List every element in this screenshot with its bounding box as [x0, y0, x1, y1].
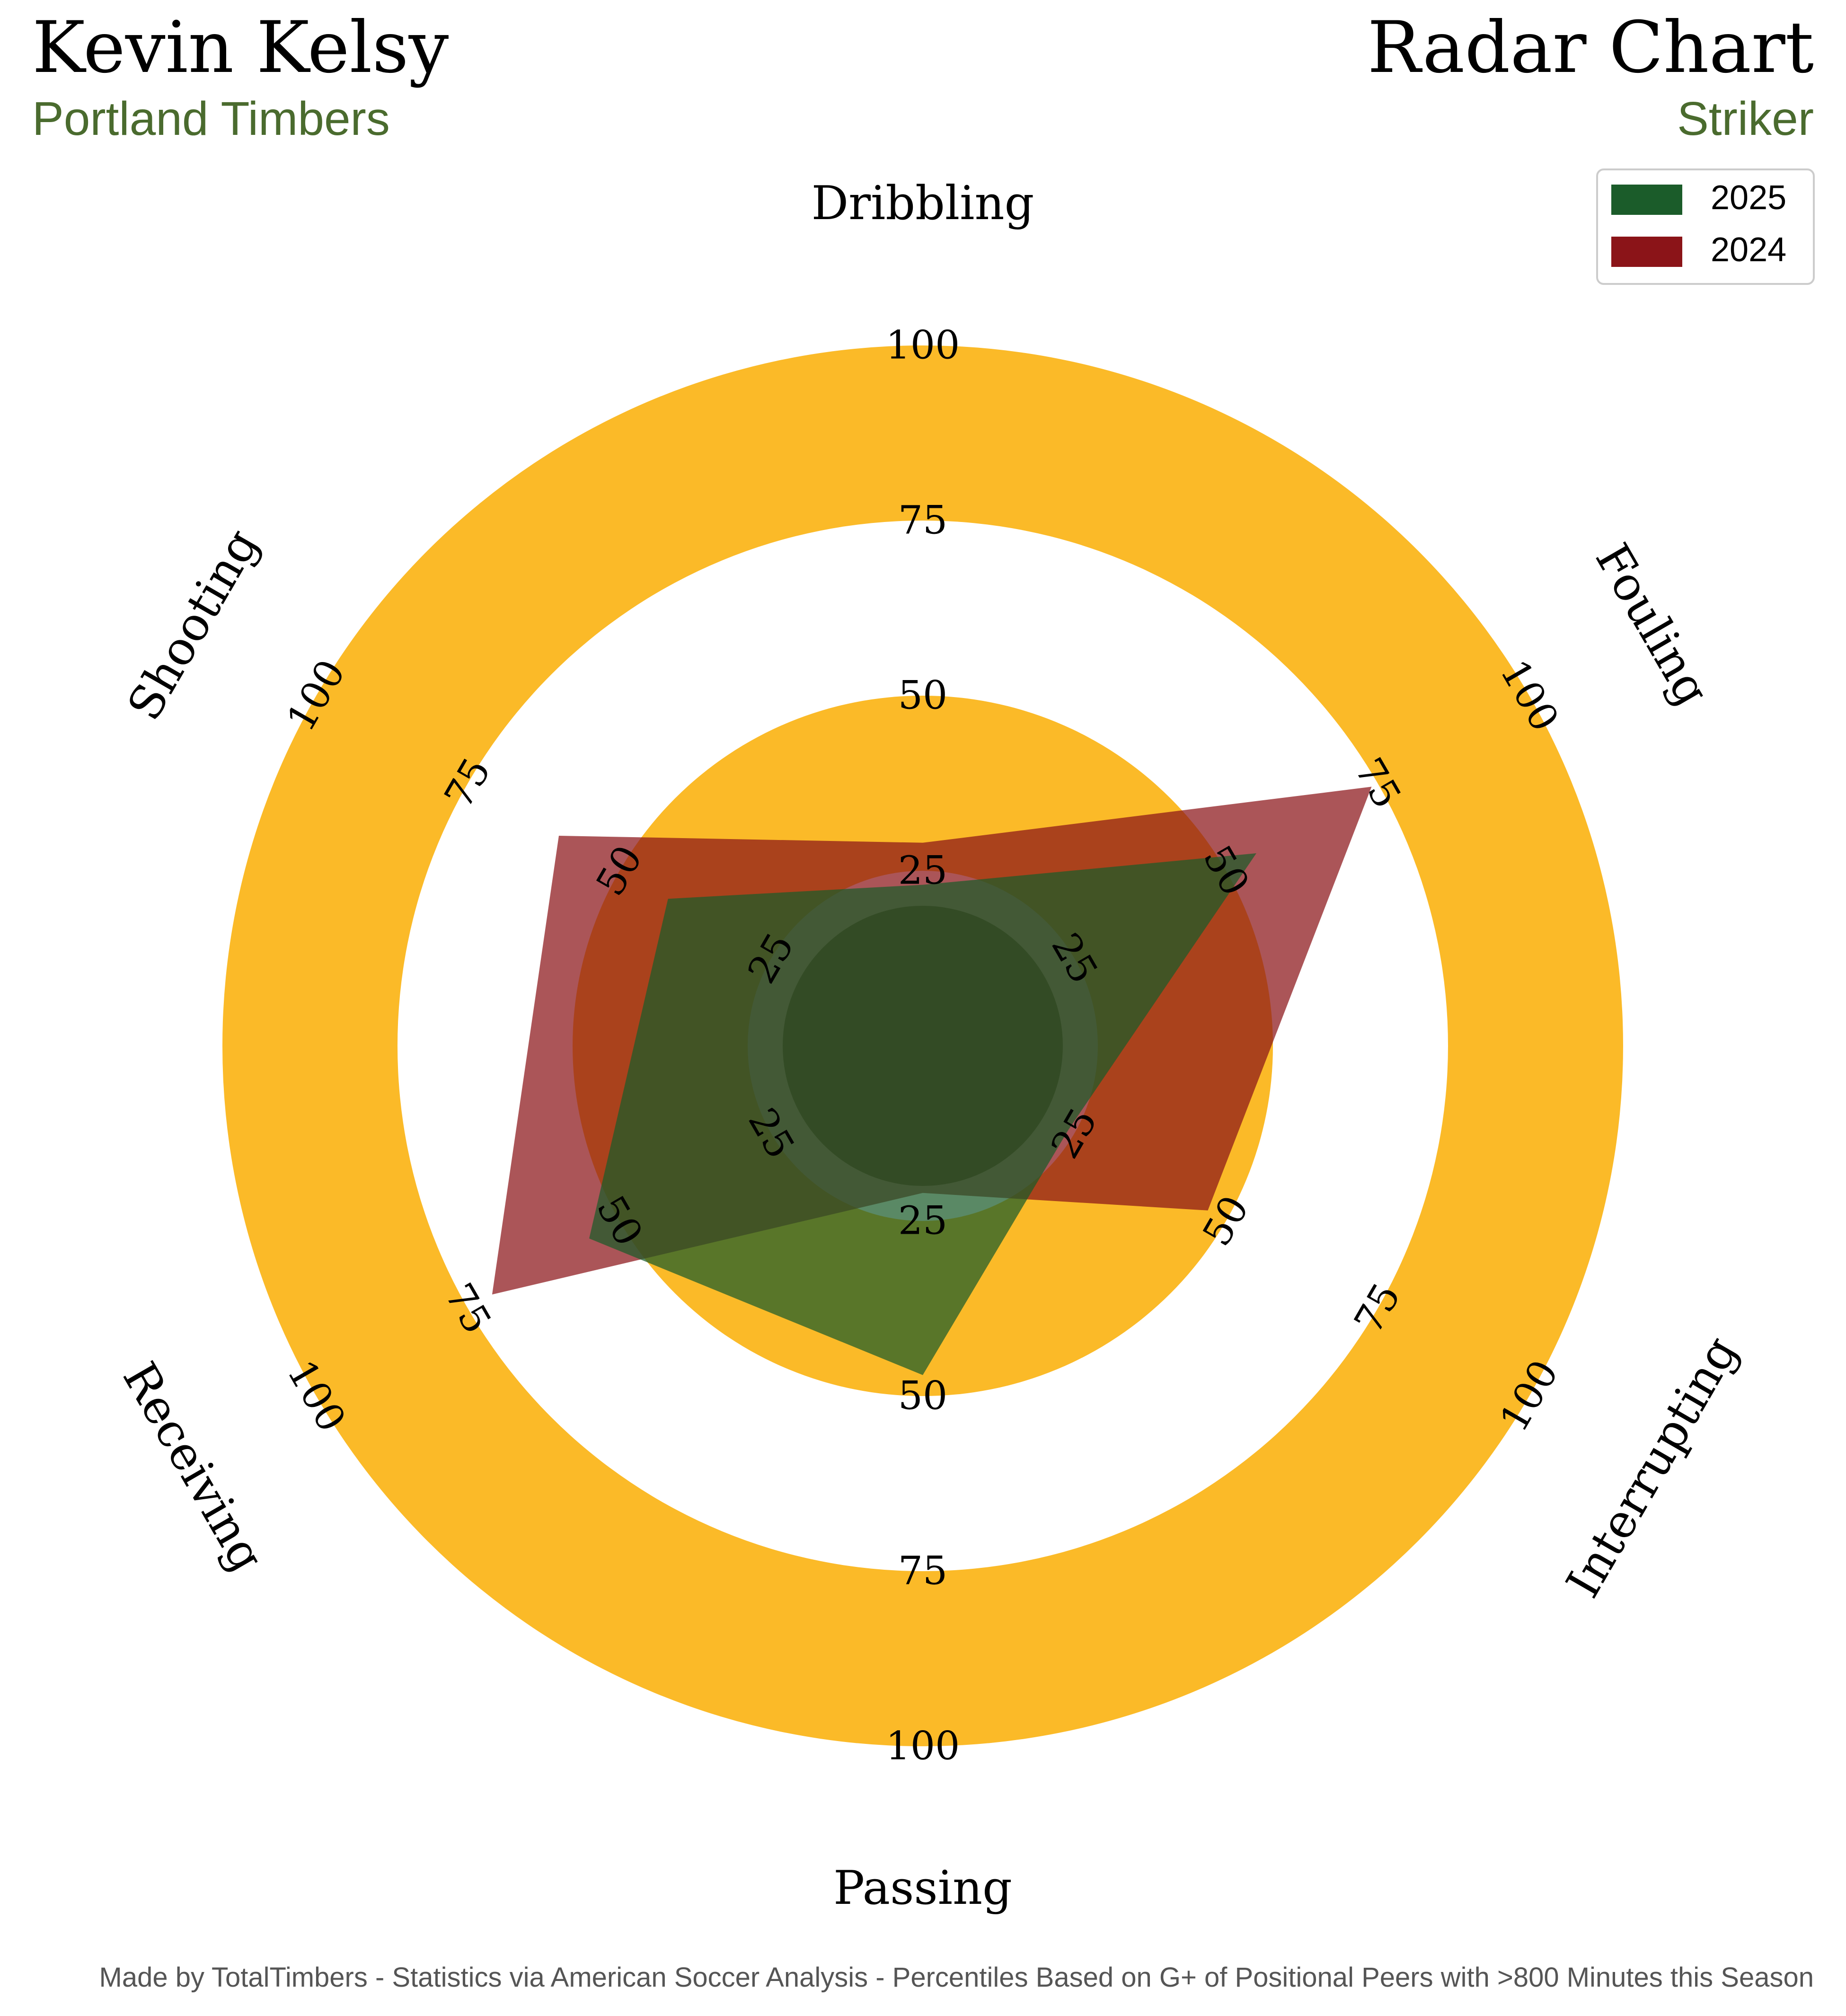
legend-swatch-2025: [1611, 185, 1682, 215]
tick-label-dribbling-50: 50: [898, 673, 947, 718]
tick-label-dribbling-100: 100: [886, 323, 960, 368]
tick-label-passing-50: 50: [898, 1374, 947, 1419]
chart-title: Radar Chart: [1368, 7, 1814, 89]
tick-label-dribbling-75: 75: [898, 498, 947, 543]
axis-label-interrupting: Interrupting: [1556, 1327, 1748, 1607]
legend-label-2025: 2025: [1711, 179, 1786, 217]
axis-label-dribbling: Dribbling: [812, 177, 1034, 230]
axis-label-passing: Passing: [833, 1861, 1012, 1915]
player-name: Kevin Kelsy: [32, 7, 449, 89]
series-polygon-2025: [589, 853, 1256, 1375]
tick-label-passing-75: 75: [898, 1549, 947, 1594]
legend: 2025 2024: [1596, 168, 1815, 285]
radar-series-polygons: [492, 787, 1372, 1375]
position-label: Striker: [1677, 92, 1814, 145]
axis-label-receiving: Receiving: [112, 1353, 274, 1581]
legend-label-2024: 2024: [1711, 231, 1786, 269]
axis-label-fouling: Fouling: [1585, 535, 1720, 715]
team-name: Portland Timbers: [32, 92, 390, 145]
axis-label-shooting: Shooting: [117, 520, 269, 729]
tick-label-passing-25: 25: [898, 1199, 947, 1244]
legend-swatch-2024: [1611, 237, 1682, 267]
tick-label-dribbling-25: 25: [898, 849, 947, 893]
footer-credit: Made by TotalTimbers - Statistics via Am…: [99, 1962, 1814, 1993]
tick-label-passing-100: 100: [886, 1724, 960, 1769]
